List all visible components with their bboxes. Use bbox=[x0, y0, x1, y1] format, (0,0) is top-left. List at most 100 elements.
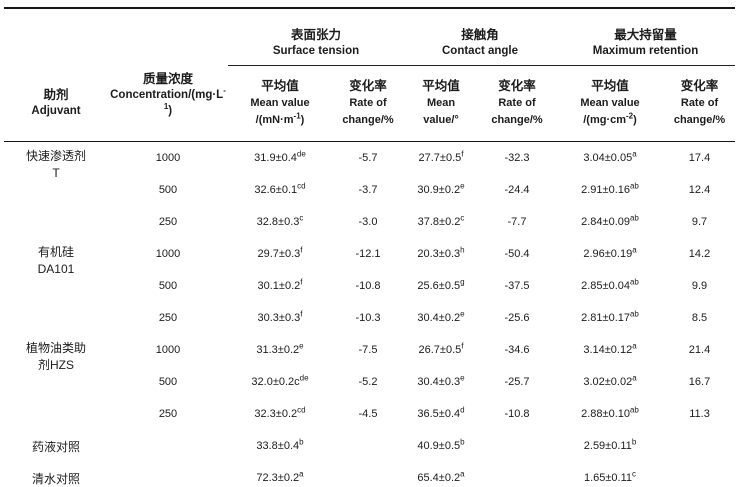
sig-letter: ab bbox=[629, 277, 639, 287]
ca-rate-value bbox=[478, 462, 556, 487]
mr-mean-value: 3.14±0.12a bbox=[583, 341, 637, 356]
ca-mean-value: 30.4±0.2e bbox=[417, 309, 465, 324]
sig-letter: f bbox=[300, 277, 303, 287]
concentration-value bbox=[108, 430, 228, 462]
mr-mean-value: 2.85±0.04ab bbox=[581, 277, 639, 292]
ca-rate-value bbox=[478, 430, 556, 462]
concentration-value: 500 bbox=[158, 280, 178, 292]
st-mean-value: 31.3±0.2e bbox=[256, 341, 304, 356]
sig-letter: cd bbox=[297, 405, 306, 415]
superscript: -1 bbox=[293, 111, 301, 121]
sub-header-row: 平均值 Mean value /(mN·m-1) 变化率 Rate of cha… bbox=[4, 65, 736, 142]
adjuvant-label-water-control: 清水对照 bbox=[31, 471, 80, 486]
concentration-value: 500 bbox=[158, 184, 178, 196]
mr-mean-value: 2.91±0.16ab bbox=[581, 181, 639, 196]
sig-letter: f bbox=[300, 245, 303, 255]
st-mean-value: 30.3±0.3f bbox=[257, 309, 303, 324]
sig-letter: ab bbox=[629, 405, 639, 415]
mr-rate-value bbox=[664, 430, 735, 462]
adjuvant-label-hzs: 植物油类助 剂HZS bbox=[25, 341, 86, 372]
table-row: 250 32.3±0.2cd -4.5 36.5±0.4d -10.8 2.88… bbox=[4, 398, 735, 430]
header-st-mean: 平均值 Mean value /(mN·m-1) bbox=[228, 65, 332, 142]
ca-rate-value: -25.7 bbox=[504, 376, 530, 388]
ca-rate-value: -50.4 bbox=[504, 248, 530, 260]
sig-letter: c bbox=[460, 213, 465, 223]
table-row: 500 30.1±0.2f -10.8 25.6±0.5g -37.5 2.85… bbox=[4, 270, 735, 302]
sig-letter: a bbox=[632, 245, 637, 255]
mr-mean-value: 3.02±0.02a bbox=[583, 373, 637, 388]
ca-rate-value: -25.6 bbox=[504, 312, 530, 324]
sig-letter: a bbox=[632, 341, 637, 351]
ca-rate-value: -32.3 bbox=[504, 152, 530, 164]
concentration-value: 250 bbox=[158, 216, 178, 228]
table-body: 快速渗透剂 T 1000 31.9±0.4de -5.7 27.7±0.5f -3… bbox=[4, 142, 735, 487]
sig-letter: a bbox=[632, 373, 637, 383]
group-header-surface-tension: 表面张力 Surface tension bbox=[228, 8, 404, 66]
header-mr-mean: 平均值 Mean value /(mg·cm-2) bbox=[556, 65, 665, 142]
ca-mean-value: 30.4±0.3e bbox=[417, 373, 465, 388]
mr-mean-value: 2.81±0.17ab bbox=[581, 309, 639, 324]
table-row: 药液对照 33.8±0.4b 40.9±0.5b 2.59±0.11b bbox=[4, 430, 735, 462]
sig-letter: a bbox=[460, 469, 465, 479]
ca-mean-value: 65.4±0.2a bbox=[417, 469, 465, 484]
table-header: 助剂 Adjuvant 质量浓度 Concentration/(mg·L-1) … bbox=[4, 8, 736, 142]
sig-letter: g bbox=[460, 277, 465, 287]
sig-letter: de bbox=[296, 149, 306, 159]
sig-letter: e bbox=[460, 309, 465, 319]
mr-rate-value: 8.5 bbox=[691, 312, 708, 324]
table-row: 清水对照 72.3±0.2a 65.4±0.2a 1.65±0.11c bbox=[4, 462, 735, 487]
table-row: 植物油类助 剂HZS 1000 31.3±0.2e -7.5 26.7±0.5f … bbox=[4, 334, 735, 372]
st-mean-value: 29.7±0.3f bbox=[257, 245, 303, 260]
sig-letter: f bbox=[300, 309, 303, 319]
table-row: 250 30.3±0.3f -10.3 30.4±0.2e -25.6 2.81… bbox=[4, 302, 735, 334]
table-row: 250 32.8±0.3c -3.0 37.8±0.2c -7.7 2.84±0… bbox=[4, 206, 735, 238]
st-rate-value bbox=[332, 462, 404, 487]
header-adjuvant-en: Adjuvant bbox=[31, 105, 81, 117]
adjuvant-properties-table: 助剂 Adjuvant 质量浓度 Concentration/(mg·L-1) … bbox=[4, 7, 736, 487]
group-header-max-retention: 最大持留量 Maximum retention bbox=[556, 8, 736, 66]
sig-letter: de bbox=[299, 373, 309, 383]
ca-rate-value: -10.8 bbox=[504, 408, 530, 420]
sig-letter: ab bbox=[629, 213, 639, 223]
mr-rate-value: 11.3 bbox=[689, 408, 710, 420]
sig-letter: b bbox=[631, 437, 637, 447]
sig-letter: cd bbox=[297, 181, 306, 191]
concentration-value: 250 bbox=[158, 408, 178, 420]
mr-mean-value: 2.59±0.11b bbox=[583, 437, 637, 452]
sig-letter: f bbox=[461, 341, 464, 351]
header-concentration: 质量浓度 Concentration/(mg·L-1) bbox=[108, 8, 228, 142]
mr-mean-value: 2.96±0.19a bbox=[583, 245, 637, 260]
sig-letter: b bbox=[460, 437, 465, 447]
mr-rate-value: 21.4 bbox=[688, 344, 711, 356]
concentration-value: 500 bbox=[158, 376, 178, 388]
mr-rate-value: 14.2 bbox=[688, 248, 711, 260]
sig-letter: b bbox=[299, 437, 304, 447]
st-rate-value: -3.0 bbox=[358, 216, 378, 228]
sig-letter: c bbox=[632, 469, 637, 479]
mr-mean-value: 2.88±0.10ab bbox=[581, 405, 639, 420]
table-row: 有机硅 DA101 1000 29.7±0.3f -12.1 20.3±0.3h … bbox=[4, 238, 735, 276]
st-rate-value: -12.1 bbox=[355, 248, 381, 260]
st-rate-value: -10.3 bbox=[355, 312, 381, 324]
sig-letter: a bbox=[632, 149, 637, 159]
header-concentration-zh: 质量浓度 bbox=[142, 72, 193, 86]
superscript: -2 bbox=[626, 111, 634, 121]
st-mean-value: 72.3±0.2a bbox=[256, 469, 304, 484]
ca-mean-value: 37.8±0.2c bbox=[417, 213, 465, 228]
mr-rate-value bbox=[664, 462, 735, 487]
header-mr-rate: 变化率 Rate of change/% bbox=[664, 65, 736, 142]
st-rate-value: -5.7 bbox=[358, 152, 378, 164]
sig-letter: ab bbox=[629, 181, 639, 191]
concentration-value bbox=[108, 462, 228, 487]
ca-mean-value: 27.7±0.5f bbox=[418, 149, 464, 164]
header-ca-mean: 平均值 Mean value/° bbox=[404, 65, 478, 142]
mr-mean-value: 1.65±0.11c bbox=[583, 469, 637, 484]
mr-rate-value: 9.7 bbox=[691, 216, 708, 228]
concentration-value: 1000 bbox=[155, 344, 181, 356]
table-row: 500 32.0±0.2cde -5.2 30.4±0.3e -25.7 3.0… bbox=[4, 366, 735, 398]
concentration-value: 1000 bbox=[155, 152, 181, 164]
adjuvant-label-t: 快速渗透剂 T bbox=[25, 149, 86, 180]
table-row: 快速渗透剂 T 1000 31.9±0.4de -5.7 27.7±0.5f -3… bbox=[4, 142, 735, 180]
header-ca-rate: 变化率 Rate of change/% bbox=[478, 65, 557, 142]
ca-mean-value: 30.9±0.2e bbox=[417, 181, 465, 196]
